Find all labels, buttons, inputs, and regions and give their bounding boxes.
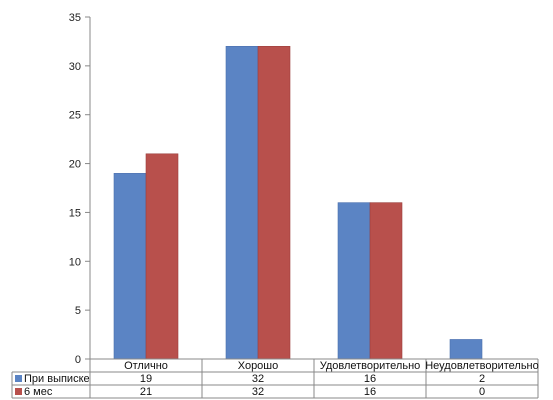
bar-discharge xyxy=(225,46,259,360)
bar-discharge xyxy=(337,202,371,360)
table-value: 21 xyxy=(140,386,152,398)
table-value: 0 xyxy=(479,386,485,398)
x-category-label: Отлично xyxy=(124,360,168,372)
table-value: 16 xyxy=(364,373,376,385)
bar-discharge xyxy=(113,173,147,360)
bar-six-months xyxy=(257,46,291,360)
table-value: 19 xyxy=(140,373,152,385)
bar-discharge xyxy=(449,339,483,360)
y-axis: 0 5 10 15 20 25 30 35 xyxy=(69,12,91,366)
x-category-label: Удовлетворительно xyxy=(320,360,421,372)
y-tick-label: 10 xyxy=(69,256,81,268)
y-tick-label: 30 xyxy=(69,61,81,73)
x-category-label: Неудовлетворительно xyxy=(425,360,539,372)
bar-six-months xyxy=(369,202,403,360)
table-value: 32 xyxy=(252,373,264,385)
x-category-label: Хорошо xyxy=(238,360,279,372)
y-tick-label: 0 xyxy=(75,354,81,366)
bar-six-months xyxy=(145,153,179,360)
legend-swatch xyxy=(15,375,22,382)
legend-label: 6 мес xyxy=(24,386,53,398)
legend-swatch xyxy=(15,388,22,395)
y-tick-label: 5 xyxy=(75,305,81,317)
bars xyxy=(113,46,483,360)
data-table: Отлично Хорошо Удовлетворительно Неудовлетв… xyxy=(11,358,539,399)
legend-label: При выписке xyxy=(24,373,90,385)
table-value: 16 xyxy=(364,386,376,398)
y-tick-label: 35 xyxy=(69,12,81,24)
y-tick-label: 25 xyxy=(69,110,81,122)
table-value: 2 xyxy=(479,373,485,385)
y-tick-label: 20 xyxy=(69,159,81,171)
table-value: 32 xyxy=(252,386,264,398)
y-tick-label: 15 xyxy=(69,207,81,219)
